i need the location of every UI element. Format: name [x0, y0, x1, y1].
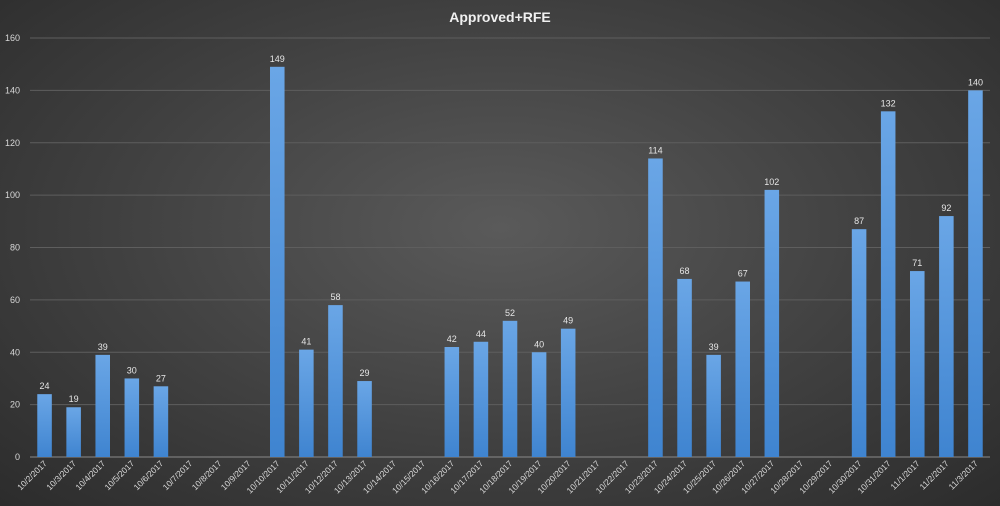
- bar: [851, 229, 867, 457]
- x-tick-label: 10/2/2017: [15, 458, 49, 492]
- x-axis: 10/2/201710/3/201710/4/201710/5/201710/6…: [15, 458, 980, 495]
- bar: [880, 111, 896, 457]
- y-tick-label: 20: [10, 400, 20, 410]
- x-tick-label: 10/3/2017: [44, 458, 78, 492]
- bar: [531, 352, 547, 457]
- y-tick-label: 100: [5, 190, 20, 200]
- bar: [357, 381, 372, 457]
- bars: [37, 66, 983, 458]
- data-label: 68: [680, 266, 690, 276]
- data-label: 39: [98, 342, 108, 352]
- data-label: 24: [40, 381, 50, 391]
- bar: [473, 341, 489, 457]
- bar: [939, 216, 954, 457]
- data-label: 92: [941, 203, 951, 213]
- data-label: 29: [360, 368, 370, 378]
- y-tick-label: 80: [10, 243, 20, 253]
- bar: [502, 320, 518, 457]
- bar: [444, 347, 460, 457]
- data-label: 30: [127, 365, 137, 375]
- data-label: 149: [270, 54, 285, 64]
- data-label: 39: [709, 342, 719, 352]
- data-label: 140: [968, 77, 983, 87]
- x-tick-label: 10/6/2017: [132, 458, 166, 492]
- data-label: 27: [156, 373, 166, 383]
- bar: [968, 90, 983, 457]
- data-label: 19: [69, 394, 79, 404]
- bar: [706, 354, 721, 457]
- bar: [648, 158, 663, 457]
- bar: [153, 386, 169, 457]
- data-label: 44: [476, 329, 486, 339]
- y-tick-label: 0: [15, 452, 20, 462]
- x-tick-label: 11/2/2017: [917, 458, 951, 492]
- x-tick-label: 11/3/2017: [947, 458, 981, 492]
- y-tick-label: 140: [5, 85, 20, 95]
- bar: [735, 281, 750, 457]
- data-label: 102: [764, 177, 779, 187]
- data-label: 42: [447, 334, 457, 344]
- bar: [124, 378, 140, 457]
- bar: [95, 354, 110, 457]
- x-tick-label: 10/4/2017: [73, 458, 107, 492]
- bar: [328, 305, 343, 457]
- x-tick-label: 10/5/2017: [102, 458, 136, 492]
- data-label: 58: [330, 292, 340, 302]
- bar: [764, 189, 780, 457]
- y-tick-label: 60: [10, 295, 20, 305]
- y-axis: 0 20 40 60 80 100 120 140 160: [5, 33, 20, 462]
- x-tick-label: 11/1/2017: [888, 458, 922, 492]
- data-label: 132: [881, 98, 896, 108]
- bar: [270, 66, 285, 458]
- bar: [299, 349, 314, 457]
- y-tick-label: 160: [5, 33, 20, 43]
- data-label: 41: [301, 337, 311, 347]
- data-label: 67: [738, 269, 748, 279]
- chart-title: Approved+RFE: [449, 9, 551, 25]
- y-tick-label: 120: [5, 138, 20, 148]
- data-label: 49: [563, 316, 573, 326]
- data-label: 52: [505, 308, 515, 318]
- bar: [677, 278, 692, 457]
- bar: [560, 328, 576, 457]
- bar: [910, 271, 925, 457]
- data-label: 114: [648, 145, 662, 155]
- data-label: 40: [534, 339, 544, 349]
- data-label: 71: [912, 258, 922, 268]
- data-labels: 24 19 39 30 27 149 41 58 29 42 44 52 40 49 114 68 39 67 10…: [40, 54, 983, 404]
- x-tick-label: 10/7/2017: [161, 458, 195, 492]
- bar: [66, 407, 81, 457]
- x-tick-label: 10/8/2017: [190, 458, 224, 492]
- y-tick-label: 40: [10, 347, 20, 357]
- bar: [37, 394, 52, 457]
- data-label: 87: [854, 216, 864, 226]
